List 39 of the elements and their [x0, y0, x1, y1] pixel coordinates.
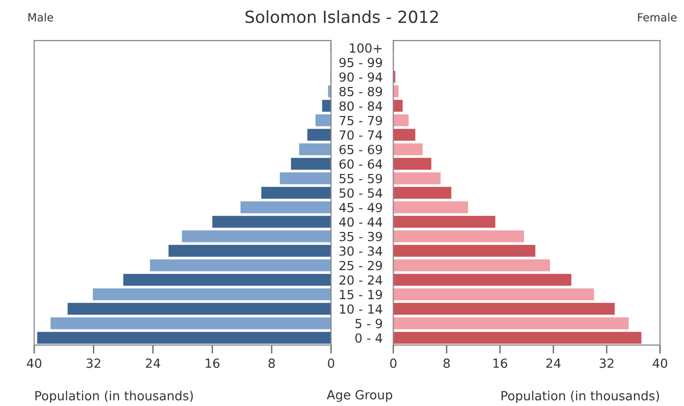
- x-axis-title: Population (in thousands): [35, 390, 193, 403]
- x-tick-label: 32: [600, 358, 614, 368]
- x-tick-label: 40: [26, 358, 42, 368]
- y-tick-label: 15 - 19: [340, 290, 382, 300]
- y-tick-label: 50 - 54: [340, 188, 382, 198]
- chart-title: Solomon Islands - 2012: [246, 10, 438, 24]
- chart-subtitle: Female: [638, 12, 677, 22]
- x-tick-label: 8: [268, 358, 275, 368]
- y-tick-label: 20 - 24: [340, 275, 382, 285]
- x-tick-label: 16: [206, 358, 220, 368]
- y-tick-label: 40 - 44: [339, 217, 382, 227]
- y-tick-label: 80 - 84: [339, 101, 382, 111]
- x-tick-label: 40: [652, 358, 668, 368]
- y-tick-label: 90 - 94: [339, 72, 382, 82]
- y-tick-label: 85 - 89: [339, 86, 382, 96]
- y-tick-label: 65 - 69: [339, 144, 382, 154]
- x-tick-label: 24: [546, 358, 561, 368]
- x-tick-label: 16: [493, 358, 508, 368]
- x-tick-label: 32: [86, 358, 100, 368]
- y-tick-label: 25 - 29: [340, 260, 382, 270]
- y-tick-label: 10 - 14: [340, 304, 382, 314]
- y-tick-label: 100+: [350, 43, 382, 53]
- y-tick-label: 30 - 34: [340, 246, 382, 256]
- y-tick-label: 95 - 99: [339, 58, 382, 68]
- x-tick-label: 8: [444, 358, 450, 368]
- y-tick-label: 0 - 4: [355, 333, 382, 343]
- y-tick-label: 75 - 79: [340, 116, 382, 126]
- y-tick-label: 35 - 39: [340, 232, 382, 242]
- y-tick-label: 45 - 49: [339, 202, 382, 212]
- x-tick-label: 24: [146, 358, 160, 368]
- x-tick-label: 0: [390, 358, 396, 368]
- y-axis-title: Age Group: [326, 390, 392, 402]
- y-tick-label: 5 - 9: [355, 318, 382, 328]
- x-axis-title: Population (in thousands): [502, 390, 659, 403]
- x-tick-label: 0: [328, 358, 334, 368]
- chart-subtitle: Male: [28, 12, 54, 22]
- y-tick-label: 70 - 74: [340, 130, 382, 140]
- y-tick-label: 55 - 59: [340, 174, 382, 184]
- y-tick-label: 60 - 64: [339, 159, 382, 169]
